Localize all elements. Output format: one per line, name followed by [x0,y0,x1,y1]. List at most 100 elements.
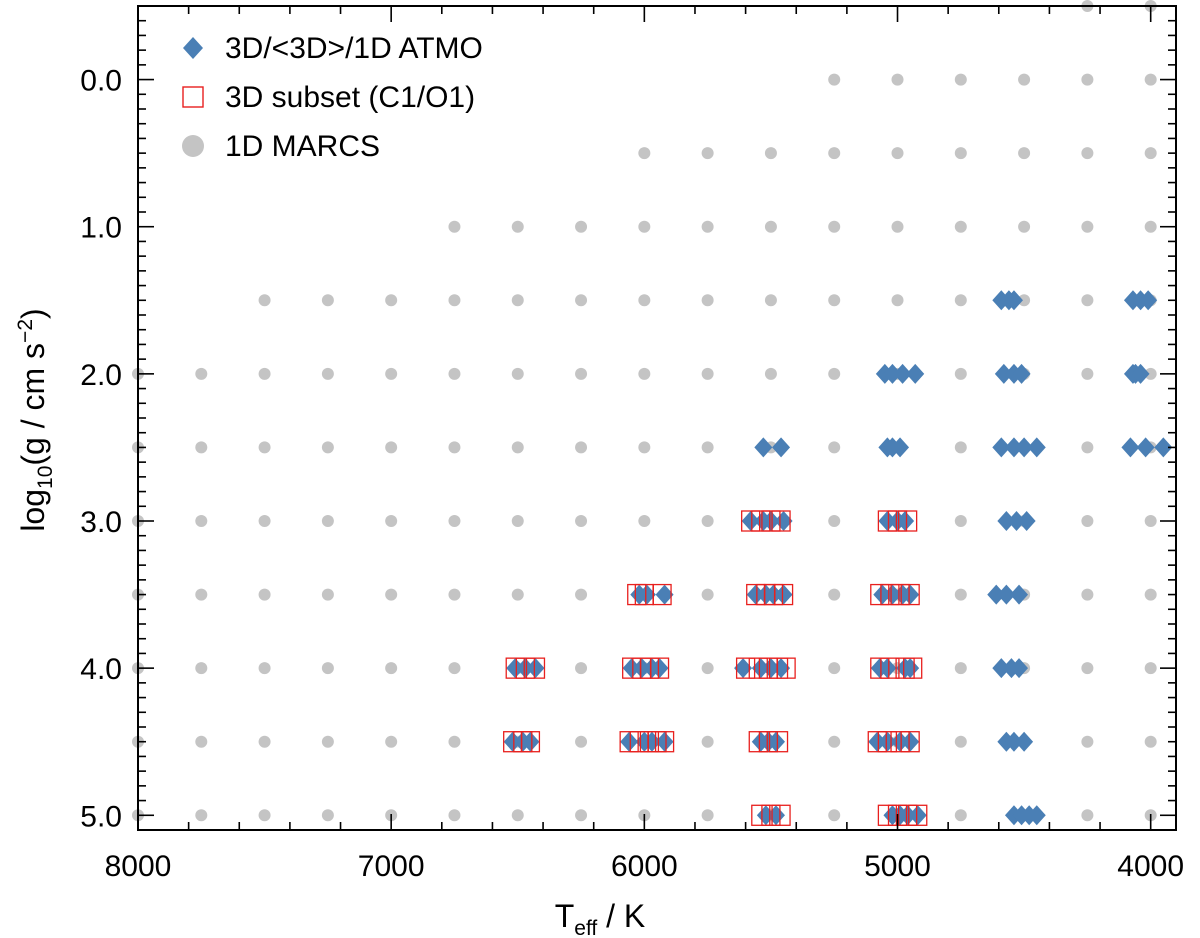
marcs-point [321,367,334,380]
subset-point [735,657,756,679]
marcs-point [1081,367,1094,380]
marcs-point [954,294,967,307]
y-tick-label: 0.0 [80,65,122,98]
atmo-point [1027,805,1046,826]
atmo-point [891,437,910,458]
marcs-point [1081,441,1094,454]
marcs-point [448,588,461,601]
marcs-point [195,588,208,601]
subset-point [900,731,920,753]
atmo-point [521,731,540,752]
atmo-point [1015,731,1034,752]
marcs-point [1081,294,1094,307]
marcs-point [701,441,714,454]
legend-marker-subset [182,86,204,108]
y-axis-label-mid: (g / cm s [15,343,51,466]
marcs-point [448,441,461,454]
marcs-point [954,735,967,748]
marcs-point [575,294,588,307]
marcs-point [954,220,967,233]
marcs-point [385,735,398,748]
marcs-point [385,588,398,601]
marcs-point [258,735,271,748]
atmo-point [526,658,545,679]
marcs-point [891,147,904,160]
atmo-point [650,658,669,679]
subset-point [877,731,898,753]
marcs-point [764,367,777,380]
atmo-point [774,511,793,531]
marcs-point [828,662,841,675]
marcs-point [195,515,208,527]
x-axis-label: Teff / K [555,898,646,938]
x-tick-label: 5000 [864,850,931,883]
subset-point [751,804,771,826]
marcs-point [1144,73,1157,86]
marcs-point [701,662,714,675]
marcs-point [195,809,208,822]
subset-point [880,583,900,606]
marcs-point [1144,367,1157,380]
atmo-point [873,584,892,605]
marcs-point [1144,515,1157,527]
marcs-point [511,441,524,454]
marcs-point [511,294,524,307]
atmo-point [761,658,780,679]
atmo-point [908,805,927,826]
atmo-point [1136,437,1155,458]
subset-point [877,510,898,532]
atmo-point [741,511,760,531]
atmo-point [503,731,522,752]
marcs-point [385,294,398,307]
subset-point [887,510,908,532]
subset-point [776,657,796,679]
atmo-point [997,584,1016,605]
marcs-point [511,515,524,527]
legend-marker-marcs [182,135,204,157]
marcs-point [1144,147,1157,160]
marcs-point [891,220,904,233]
marcs-point [321,515,334,527]
y-tick-label: 5.0 [80,800,122,833]
subset-series [503,510,928,826]
subset-point [751,510,771,532]
marcs-point [701,588,714,601]
atmo-point [878,511,897,531]
marcs-point [575,735,588,748]
marcs-point [828,735,841,748]
marcs-point [575,220,588,233]
marcs-point [1081,588,1094,601]
x-tick-label: 7000 [358,850,425,883]
marcs-point [954,662,967,675]
y-axis-label-sup: −2 [14,319,37,343]
subset-point [654,731,675,753]
marcs-point [321,294,334,307]
atmo-point [901,731,920,752]
atmo-point [1012,363,1031,384]
marcs-point [1081,147,1094,160]
atmo-point [868,731,887,752]
atmo-point [898,805,917,826]
marcs-point [638,367,651,380]
atmo-point [764,584,783,605]
atmo-point [516,658,535,679]
marcs-point [1081,809,1094,822]
marcs-point [764,220,777,233]
marcs-point [828,367,841,380]
x-axis-label-main: T [555,898,575,934]
marcs-point [511,220,524,233]
legend-label-subset: 3D subset (C1/O1) [225,81,475,114]
subset-point [515,657,536,679]
marcs-point [638,515,651,527]
subset-point [768,731,789,753]
atmo-point [655,731,674,752]
marcs-point [575,662,588,675]
atmo-point [1121,437,1140,458]
atmo-point [754,437,773,458]
atmo-point [766,731,785,752]
marcs-point [954,73,967,86]
atmo-point [901,584,920,605]
atmo-point [997,511,1016,531]
marcs-point [1081,735,1094,748]
y-axis-label-sub: 10 [34,466,57,489]
